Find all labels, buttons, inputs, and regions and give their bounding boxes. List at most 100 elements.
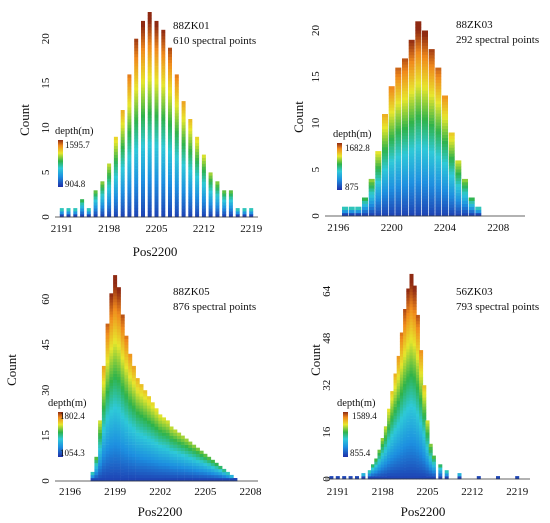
histogram-panel-56zk03: 2191 2198 2205 2212 2219 0 16 32 48 64 Pos2200 C… [308, 273, 539, 519]
histogram-bar [188, 119, 193, 218]
histogram-bar [143, 390, 148, 482]
y-ticks-56zk03: 0 16 32 48 64 [321, 285, 333, 481]
y-tick-label: 60 [40, 293, 52, 305]
well-name: 88ZK01 [173, 20, 210, 32]
x-tick-label: 2208 [487, 222, 510, 234]
histogram-bar [73, 208, 78, 218]
y-axis-label: Count [308, 344, 323, 376]
histogram-bar [201, 154, 206, 218]
histogram-bar [342, 476, 347, 480]
histogram-bar [355, 476, 359, 480]
histogram-bar [348, 206, 355, 217]
histogram-bar [105, 323, 110, 482]
y-ticks-88zk05: 0 15 30 45 60 [40, 293, 52, 483]
y-axis-label: Count [291, 101, 306, 133]
x-ticks-56zk03: 2191 2198 2205 2212 2219 [327, 486, 529, 498]
histogram-bar [181, 101, 186, 218]
histogram-bar [402, 58, 408, 217]
x-axis-label: Pos2200 [133, 244, 178, 259]
y-axis-label: Count [4, 354, 19, 386]
y-tick-label: 5 [310, 166, 322, 172]
histogram-panel-88zk05: 2196 2199 2202 2205 2208 0 15 30 45 60 Pos2200 C… [4, 275, 262, 519]
histogram-bar [120, 110, 125, 218]
histogram-bar [249, 208, 254, 218]
points-count: 793 spectral points [456, 301, 539, 313]
histogram-bar [100, 181, 105, 218]
histogram-bar [362, 197, 368, 217]
histogram-bar [134, 38, 139, 218]
y-ticks-88zk03: 0 5 10 15 20 [310, 25, 322, 219]
depth-colorbar: depth(m) 1595.7 904.8 [55, 126, 94, 189]
bars-88zk01 [59, 12, 254, 218]
histogram-bar [218, 465, 223, 482]
histogram-bar [377, 449, 382, 480]
histogram-bar [107, 163, 112, 218]
histogram-bar [184, 438, 189, 482]
y-tick-label: 10 [40, 122, 52, 133]
colorbar-gradient [343, 412, 348, 457]
histogram-bar [387, 408, 392, 480]
histogram-bar [127, 74, 132, 218]
colorbar-max-label: 1589.4 [352, 411, 377, 421]
histogram-bar [515, 476, 520, 480]
y-tick-label: 15 [40, 430, 52, 442]
histogram-bar [86, 208, 91, 218]
x-tick-label: 2191 [51, 223, 73, 235]
y-tick-label: 5 [40, 169, 52, 175]
colorbar-gradient [337, 143, 342, 190]
colorbar-min-label: 904.8 [65, 179, 86, 189]
y-tick-label: 20 [40, 33, 52, 45]
x-tick-label: 2205 [146, 223, 169, 235]
colorbar-max-label: 1802.4 [60, 411, 85, 421]
histogram-bar [368, 178, 375, 217]
colorbar-max-label: 1595.7 [65, 140, 90, 150]
x-tick-label: 2200 [381, 222, 404, 234]
histogram-bar [113, 136, 118, 218]
histogram-bar [233, 478, 238, 482]
histogram-bar [468, 197, 475, 217]
histogram-bar [388, 86, 395, 217]
colorbar-title: depth(m) [55, 126, 94, 137]
histogram-bar [393, 373, 398, 480]
histogram-bar [165, 420, 170, 482]
x-tick-label: 2196 [327, 222, 350, 234]
histogram-bar [94, 456, 99, 482]
bars-56zk03 [329, 273, 520, 480]
x-ticks-88zk05: 2196 2199 2202 2205 2208 [59, 486, 262, 498]
histogram-bar [444, 470, 449, 480]
histogram-bar [174, 74, 179, 218]
histogram-bar [431, 455, 436, 480]
depth-colorbar: depth(m) 1589.4 855.4 [337, 398, 377, 458]
histogram-bar [180, 435, 185, 482]
histogram-bar [195, 136, 200, 218]
histogram-bar [406, 288, 411, 480]
y-tick-label: 15 [40, 77, 52, 89]
y-tick-label: 20 [310, 25, 322, 37]
x-tick-label: 2204 [434, 222, 457, 234]
histogram-bar [207, 456, 212, 482]
well-name: 56ZK03 [456, 286, 493, 298]
histogram-bar [177, 432, 182, 482]
histogram-bar [195, 447, 200, 482]
bars-88zk05 [90, 275, 238, 482]
x-tick-label: 2191 [327, 486, 349, 498]
histogram-bar [192, 444, 197, 482]
histogram-bar [80, 199, 85, 218]
colorbar-max-label: 1682.8 [345, 143, 370, 153]
histogram-bar [147, 396, 151, 482]
histogram-bar [415, 314, 420, 480]
well-name: 88ZK03 [456, 19, 493, 31]
histogram-panel-88zk01: 2191 2198 2205 2212 2219 0 5 10 15 20 Pos2200 Co… [17, 12, 263, 259]
histogram-bar [135, 378, 140, 482]
colorbar-min-label: 1054.3 [60, 448, 85, 458]
y-tick-label: 0 [40, 478, 52, 484]
histogram-bar [408, 39, 415, 217]
histogram-bar [208, 172, 213, 218]
histogram-bar [396, 355, 401, 480]
histogram-bar [375, 151, 382, 217]
y-tick-label: 48 [321, 332, 333, 344]
histogram-bar [419, 350, 424, 480]
y-tick-label: 45 [40, 339, 52, 351]
histogram-bar [399, 332, 404, 480]
